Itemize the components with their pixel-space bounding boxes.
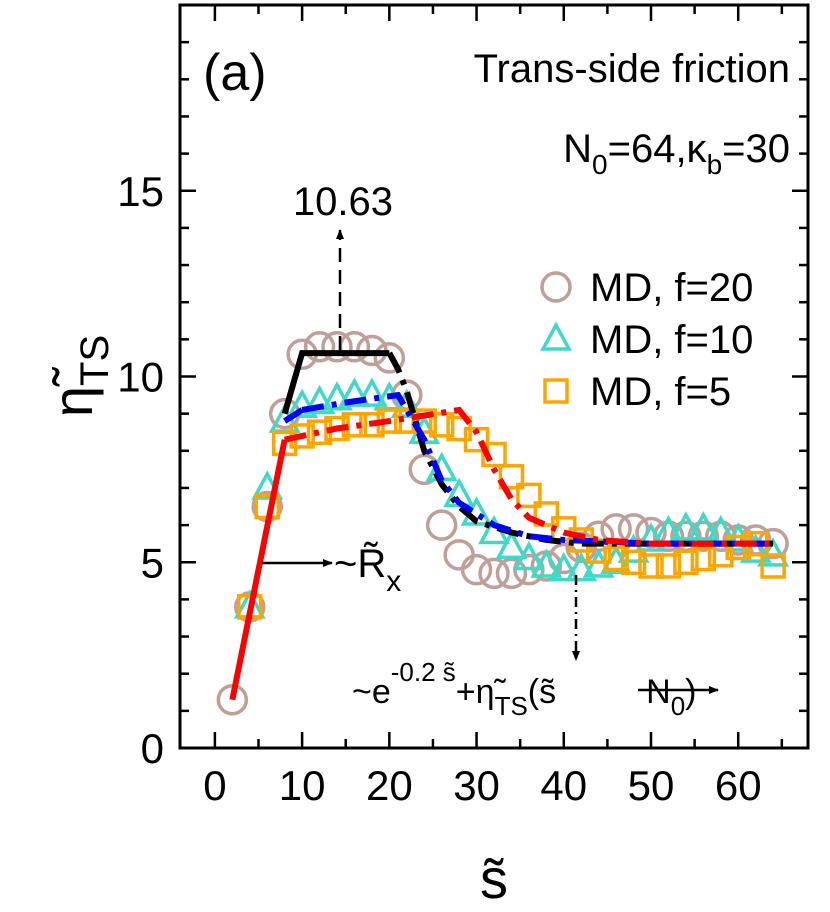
data-point [530,548,563,578]
data-point [425,509,458,541]
y-tick-label: 15 [117,168,164,215]
peak-annotation: 10.63 [293,180,393,224]
data-point [533,501,560,527]
data-point [516,482,542,509]
y-tick-label: 0 [141,725,164,772]
data-point [687,520,720,552]
chart-title: Trans-side friction [474,47,790,91]
legend-label: MD, f=5 [590,370,731,414]
x-tick-label: 30 [453,762,500,809]
fit-line [283,407,304,424]
data-point [638,553,664,579]
data-point [411,408,437,434]
x-tick-label: 40 [540,762,587,809]
legend-marker [540,271,572,303]
x-axis-label: s̃ [480,847,508,910]
data-point [338,377,371,407]
y-axis-label: η̃TS [41,335,117,417]
legend-label: MD, f=10 [590,318,753,362]
data-point [321,381,353,411]
data-point [547,552,580,582]
data-point [303,331,336,363]
data-point [652,520,685,552]
data-point [585,538,612,564]
rise-annotation: ~R̃x [334,541,401,598]
data-point [498,464,525,490]
y-tick-label: 5 [141,539,164,586]
x-tick-label: 20 [366,762,413,809]
fit-line [284,406,774,547]
axes-frame [178,3,810,750]
data-point [460,553,493,586]
data-point [286,388,319,418]
fit-line [229,439,288,701]
data-point [655,553,682,579]
data-point [478,557,510,590]
panel-label: (a) [203,44,267,102]
data-point [512,540,545,571]
data-point [373,342,406,374]
data-point [620,549,647,575]
legend-marker [540,321,572,351]
data-point [565,552,598,582]
plot-area [180,5,808,750]
chart-subtitle: N0=64,κb=30 [563,127,790,180]
data-point [690,545,717,572]
x-tick-label: 50 [628,762,675,809]
data-point [669,511,702,541]
data-point [687,511,720,541]
x-tick-label: 10 [279,762,326,809]
x-tick-label: 0 [203,762,226,809]
data-point [760,553,786,579]
fit-line [281,350,390,415]
data-point [481,441,507,468]
data-point [495,529,528,560]
x-tick-label: 60 [715,762,762,809]
data-point [603,545,629,572]
data-point [303,384,336,415]
data-point [355,377,388,407]
data-point [321,331,353,363]
legend-label: MD, f=20 [590,266,753,310]
data-point [443,539,475,571]
data-point [673,549,699,575]
data-point [495,557,528,590]
data-point [725,534,751,561]
y-tick-label: 10 [117,354,164,401]
legend-marker [543,378,569,404]
